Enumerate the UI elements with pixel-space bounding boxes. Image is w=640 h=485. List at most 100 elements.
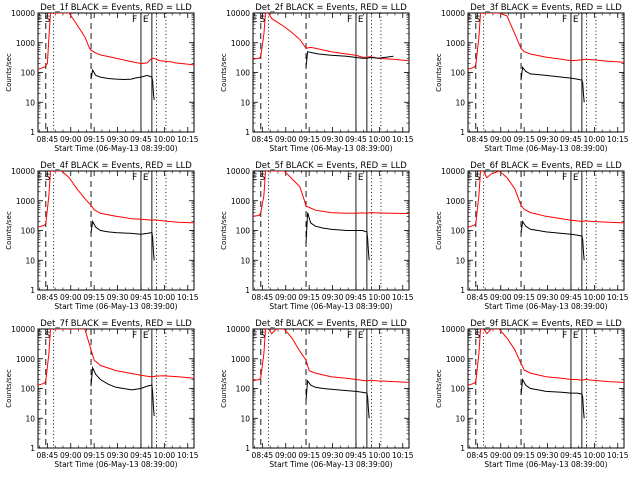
panel-5: Det_5f BLACK = Events, RED = LLD Counts/s… <box>220 161 414 311</box>
y-tick-label: 1 <box>30 444 35 453</box>
x-tick-label: 08:45 <box>252 293 274 302</box>
x-tick-label: 09:00 <box>490 451 512 460</box>
events-series-line <box>305 51 394 68</box>
time-marker-label: E <box>252 331 258 341</box>
x-tick-label: 10:00 <box>584 293 606 302</box>
y-tick-label: 1000 <box>446 39 465 48</box>
time-marker-label: E <box>143 173 149 183</box>
y-tick-label: 10000 <box>226 167 250 176</box>
x-tick-label: 10:15 <box>607 135 629 144</box>
x-axis-label: Start Time (06-May-13 08:39:00) <box>54 302 177 311</box>
y-tick-label: 10 <box>25 256 35 265</box>
events-series-line <box>520 66 585 103</box>
plot-frame <box>467 170 625 291</box>
plot-frame <box>37 328 195 449</box>
x-tick-label: 10:00 <box>369 135 391 144</box>
x-tick-label: 08:45 <box>37 135 59 144</box>
x-tick-label: 10:15 <box>392 293 414 302</box>
y-tick-label: 10000 <box>226 9 250 18</box>
y-tick-label: 1000 <box>231 39 250 48</box>
y-tick-label: 10000 <box>441 325 465 334</box>
x-tick-label: 09:15 <box>83 293 105 302</box>
y-tick-label: 1 <box>245 286 250 295</box>
x-tick-label: 08:45 <box>252 135 274 144</box>
x-axis-label: Start Time (06-May-13 08:39:00) <box>54 460 177 469</box>
y-axis-label: Counts/sec <box>220 53 228 92</box>
x-tick-label: 09:30 <box>322 135 344 144</box>
time-marker-label: E <box>467 331 473 341</box>
x-tick-label: 09:45 <box>130 451 152 460</box>
panel-title: Det_8f BLACK = Events, RED = LLD <box>255 319 407 329</box>
x-tick-label: 09:30 <box>322 293 344 302</box>
x-tick-label: 10:00 <box>584 451 606 460</box>
y-tick-label: 1 <box>460 444 465 453</box>
x-tick-label: 10:15 <box>607 451 629 460</box>
y-tick-label: 100 <box>21 385 36 394</box>
time-marker-label: S <box>45 331 51 341</box>
lld-series-line <box>468 13 624 70</box>
y-tick-label: 1000 <box>16 197 35 206</box>
lld-series-line <box>468 171 624 228</box>
y-tick-label: 10000 <box>11 167 35 176</box>
y-tick-label: 10000 <box>226 325 250 334</box>
panel-title: Det_7f BLACK = Events, RED = LLD <box>40 319 192 329</box>
time-marker-label: E <box>467 173 473 183</box>
x-axis-label: Start Time (06-May-13 08:39:00) <box>269 144 392 153</box>
x-tick-label: 09:45 <box>560 293 582 302</box>
x-axis-label: Start Time (06-May-13 08:39:00) <box>269 460 392 469</box>
x-tick-label: 09:00 <box>60 293 82 302</box>
y-tick-label: 10000 <box>11 325 35 334</box>
y-tick-label: 1000 <box>231 355 250 364</box>
plot-frame <box>252 170 410 291</box>
plot-frame <box>467 328 625 449</box>
x-tick-label: 09:15 <box>513 293 535 302</box>
panel-title: Det_4f BLACK = Events, RED = LLD <box>40 161 192 171</box>
lld-series-line <box>468 329 624 386</box>
plot-frame <box>252 328 410 449</box>
panel-title: Det_1f BLACK = Events, RED = LLD <box>40 3 192 13</box>
y-tick-label: 10000 <box>441 167 465 176</box>
x-axis-label: Start Time (06-May-13 08:39:00) <box>484 302 607 311</box>
x-tick-label: 09:45 <box>345 293 367 302</box>
x-tick-label: 09:00 <box>60 135 82 144</box>
y-tick-label: 100 <box>236 385 251 394</box>
x-tick-label: 08:45 <box>467 451 489 460</box>
y-tick-label: 100 <box>21 69 36 78</box>
events-series-line <box>520 220 585 261</box>
x-tick-label: 09:45 <box>130 135 152 144</box>
x-tick-label: 10:15 <box>177 135 199 144</box>
x-tick-label: 08:45 <box>37 293 59 302</box>
plot-frame <box>37 170 195 291</box>
plot-frame <box>467 12 625 133</box>
time-marker-label: E <box>467 15 473 25</box>
x-tick-label: 09:00 <box>275 451 297 460</box>
time-marker-label: F <box>132 15 137 25</box>
plot-frame <box>252 12 410 133</box>
panel-title: Det_5f BLACK = Events, RED = LLD <box>255 161 407 171</box>
panel-7: Det_7f BLACK = Events, RED = LLD Counts/s… <box>5 319 199 469</box>
x-tick-label: 09:45 <box>345 451 367 460</box>
y-tick-label: 100 <box>21 227 36 236</box>
plot-frame <box>37 12 195 133</box>
y-tick-label: 10000 <box>441 9 465 18</box>
time-marker-label: F <box>562 173 567 183</box>
x-tick-label: 10:00 <box>154 451 176 460</box>
x-axis-label: Start Time (06-May-13 08:39:00) <box>484 460 607 469</box>
lld-series-line <box>38 13 194 70</box>
time-marker-label: E <box>358 15 364 25</box>
y-tick-label: 1 <box>245 444 250 453</box>
panel-title: Det_9f BLACK = Events, RED = LLD <box>470 319 622 329</box>
time-marker-label: E <box>37 15 43 25</box>
y-tick-label: 1000 <box>16 39 35 48</box>
time-marker-label: E <box>143 331 149 341</box>
x-tick-label: 09:00 <box>275 293 297 302</box>
panel-8: Det_8f BLACK = Events, RED = LLD Counts/s… <box>220 319 414 469</box>
x-tick-label: 09:45 <box>560 135 582 144</box>
x-tick-label: 09:15 <box>298 293 320 302</box>
x-tick-label: 09:30 <box>107 293 129 302</box>
panel-title: Det_3f BLACK = Events, RED = LLD <box>470 3 622 13</box>
x-tick-label: 09:30 <box>537 293 559 302</box>
time-marker-label: S <box>260 15 266 25</box>
x-tick-label: 09:15 <box>298 135 320 144</box>
y-tick-label: 1000 <box>446 355 465 364</box>
